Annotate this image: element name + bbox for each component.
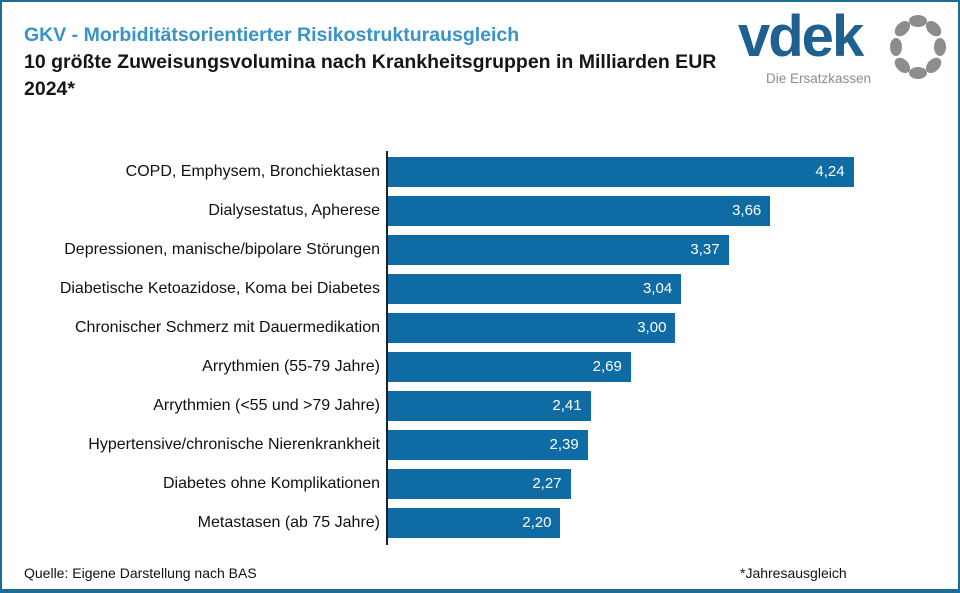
category-label: Metastasen (ab 75 Jahre) [197, 514, 380, 531]
chart-row: Hypertensive/chronische Nierenkrankheit 2… [2, 425, 954, 464]
chart-subtitle-line1: 10 größte Zuweisungsvolumina nach Krankh… [24, 51, 717, 73]
bar-area: 2,27 [388, 469, 954, 499]
chart-row: Arrythmien (<55 und >79 Jahre) 2,41 [2, 386, 954, 425]
chart-title: GKV - Morbiditätsorientierter Risikostru… [24, 24, 520, 46]
chart-row: Diabetes ohne Komplikationen 2,27 [2, 464, 954, 503]
bar: 3,00 [388, 313, 676, 343]
category-label: Diabetes ohne Komplikationen [162, 475, 380, 492]
dotted-ring-icon [890, 15, 946, 79]
bar-area: 2,69 [388, 352, 954, 382]
bar: 4,24 [388, 157, 854, 187]
bar: 2,39 [388, 430, 588, 460]
chart-row: Depressionen, manische/bipolare Störunge… [2, 230, 954, 269]
bar-value-label: 3,37 [690, 241, 720, 258]
bar-area: 3,66 [388, 196, 954, 226]
category-label: Depressionen, manische/bipolare Störunge… [64, 241, 380, 258]
y-axis-line [386, 151, 388, 545]
category-label: COPD, Emphysem, Bronchiektasen [125, 163, 380, 180]
bar-value-label: 2,39 [549, 436, 579, 453]
bar-value-label: 2,41 [552, 397, 582, 414]
category-label: Diabetische Ketoazidose, Koma bei Diabet… [59, 280, 380, 297]
header: GKV - Morbiditätsorientierter Risikostru… [24, 22, 716, 103]
source-note: Quelle: Eigene Darstellung nach BAS [24, 565, 257, 581]
bar: 2,27 [388, 469, 571, 499]
footnote: *Jahresausgleich [740, 565, 847, 581]
category-label: Arrythmien (55-79 Jahre) [202, 358, 380, 375]
bar: 2,41 [388, 391, 591, 421]
chart-row: Metastasen (ab 75 Jahre) 2,20 [2, 503, 954, 542]
chart-row: Diabetische Ketoazidose, Koma bei Diabet… [2, 269, 954, 308]
category-label: Chronischer Schmerz mit Dauermedikation [75, 319, 380, 336]
chart-row: Arrythmien (55-79 Jahre) 2,69 [2, 347, 954, 386]
bar-value-label: 2,69 [592, 358, 622, 375]
bar-area: 4,24 [388, 157, 954, 187]
chart-row: Dialysestatus, Apherese 3,66 [2, 191, 954, 230]
chart-row: Chronischer Schmerz mit Dauermedikation 3… [2, 308, 954, 347]
vdek-wordmark: vdek [738, 4, 864, 69]
bar-value-label: 4,24 [815, 163, 845, 180]
bar-value-label: 2,27 [532, 475, 562, 492]
bar-value-label: 3,66 [732, 202, 762, 219]
chart-row: COPD, Emphysem, Bronchiektasen 4,24 [2, 152, 954, 191]
bar-area: 3,37 [388, 235, 954, 265]
category-label: Dialysestatus, Apherese [208, 202, 380, 219]
bar-area: 3,00 [388, 313, 954, 343]
bar: 3,04 [388, 274, 682, 304]
bar-area: 2,41 [388, 391, 954, 421]
chart-rows: COPD, Emphysem, Bronchiektasen 4,24 Dialys… [2, 152, 954, 542]
bar-area: 2,20 [388, 508, 954, 538]
bar-area: 3,04 [388, 274, 954, 304]
chart-subtitle-line2: 2024* [24, 78, 75, 100]
category-label: Hypertensive/chronische Nierenkrankheit [88, 436, 380, 453]
bar: 2,69 [388, 352, 631, 382]
bar-value-label: 3,00 [637, 319, 667, 336]
bar: 3,37 [388, 235, 729, 265]
bar-value-label: 2,20 [522, 514, 552, 531]
bar: 3,66 [388, 196, 771, 226]
bar-value-label: 3,04 [642, 280, 673, 297]
bar-area: 2,39 [388, 430, 954, 460]
vdek-tagline: Die Ersatzkassen [765, 71, 871, 86]
bar: 2,20 [388, 508, 561, 538]
category-label: Arrythmien (<55 und >79 Jahre) [153, 397, 380, 414]
